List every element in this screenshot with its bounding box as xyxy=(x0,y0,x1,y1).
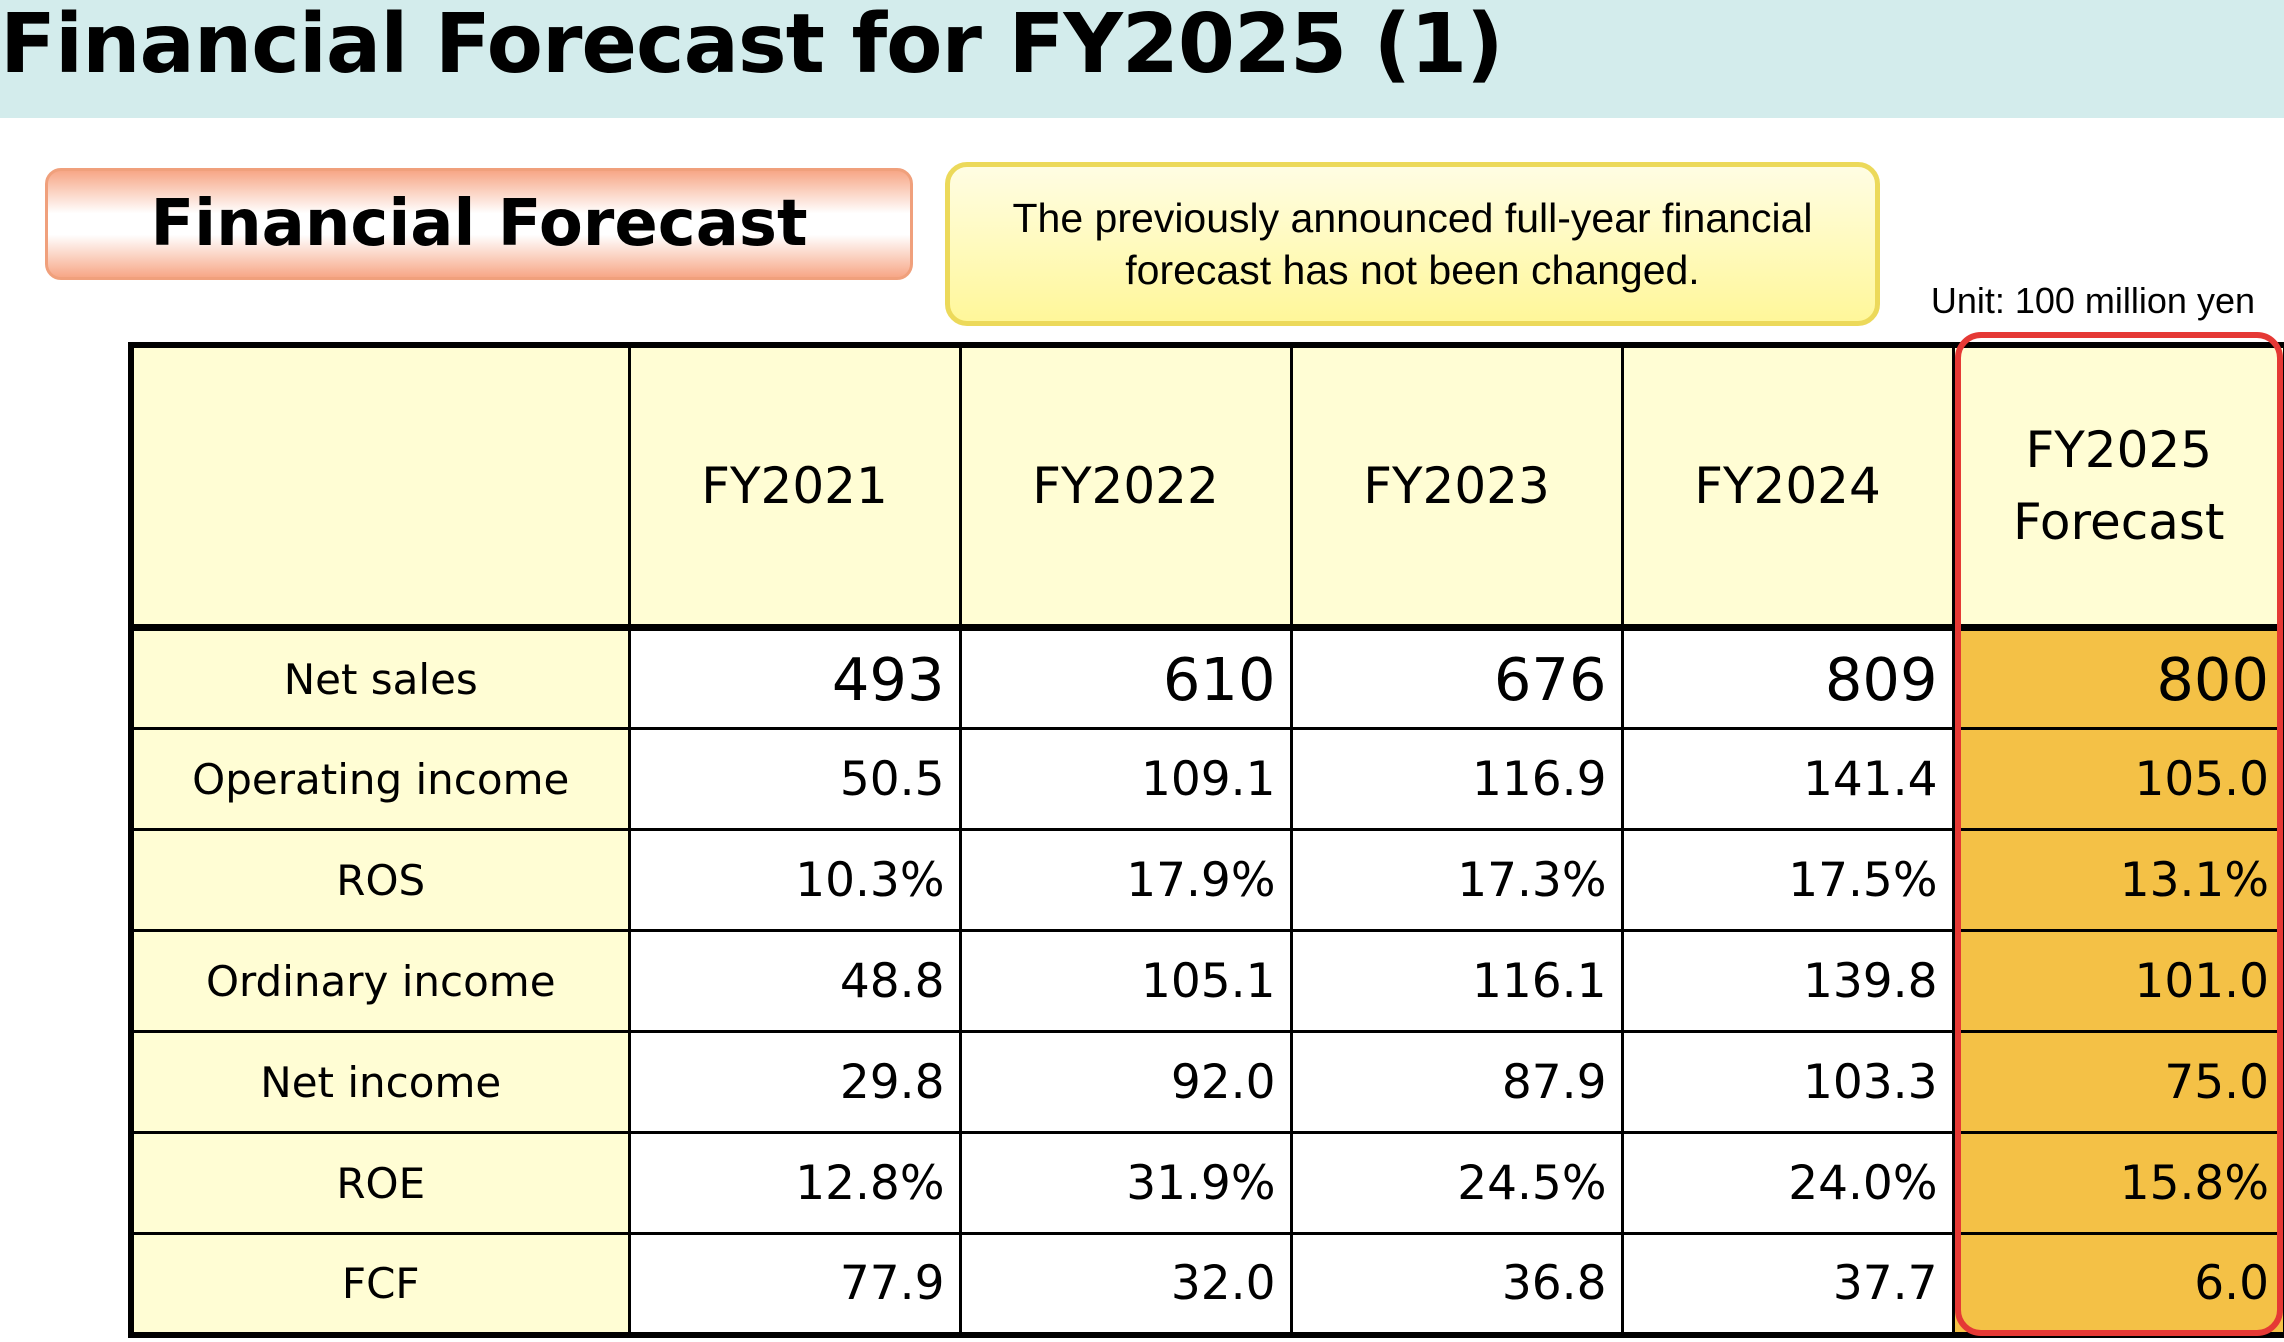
header-fy2024: FY2024 xyxy=(1620,343,1955,631)
table-row: FCF 77.9 32.0 36.8 37.7 6.0 xyxy=(129,1232,2284,1336)
table-cell: 48.8 xyxy=(627,929,962,1033)
table-row: ROS 10.3% 17.9% 17.3% 17.5% 13.1% xyxy=(129,828,2284,932)
table-cell: 32.0 xyxy=(958,1232,1293,1336)
header-fy2021: FY2021 xyxy=(627,343,962,631)
header-corner-cell xyxy=(129,343,631,631)
table-cell: 103.3 xyxy=(1620,1030,1955,1134)
table-cell: 116.9 xyxy=(1289,727,1624,831)
forecast-cell: 15.8% xyxy=(1951,1131,2284,1235)
row-label: Net income xyxy=(129,1030,631,1134)
table-cell: 493 xyxy=(627,626,962,730)
header-forecast-word: Forecast xyxy=(2012,493,2225,551)
table-cell: 36.8 xyxy=(1289,1232,1624,1336)
table-cell: 87.9 xyxy=(1289,1030,1624,1134)
table-cell: 610 xyxy=(958,626,1293,730)
table-cell: 676 xyxy=(1289,626,1624,730)
table-cell: 17.5% xyxy=(1620,828,1955,932)
table-row: Ordinary income 48.8 105.1 116.1 139.8 1… xyxy=(129,929,2284,1033)
table-cell: 139.8 xyxy=(1620,929,1955,1033)
financial-table: FY2021 FY2022 FY2023 FY2024 FY2025 Forec… xyxy=(128,342,2284,1338)
table-cell: 105.1 xyxy=(958,929,1293,1033)
forecast-cell: 105.0 xyxy=(1951,727,2284,831)
header-row: FY2021 FY2022 FY2023 FY2024 FY2025 Forec… xyxy=(129,343,2284,631)
forecast-cell: 101.0 xyxy=(1951,929,2284,1033)
header-fy2023: FY2023 xyxy=(1289,343,1624,631)
header-fy2022: FY2022 xyxy=(958,343,1293,631)
page-title: Financial Forecast for FY2025 (1) xyxy=(0,0,1504,92)
table-cell: 24.5% xyxy=(1289,1131,1624,1235)
table-cell: 12.8% xyxy=(627,1131,962,1235)
forecast-cell: 6.0 xyxy=(1951,1232,2284,1336)
row-label: Operating income xyxy=(129,727,631,831)
table-row: ROE 12.8% 31.9% 24.5% 24.0% 15.8% xyxy=(129,1131,2284,1235)
section-label: Financial Forecast xyxy=(45,168,913,280)
table-row: Net sales 493 610 676 809 800 xyxy=(129,626,2284,730)
table-cell: 77.9 xyxy=(627,1232,962,1336)
table-cell: 809 xyxy=(1620,626,1955,730)
row-label: Ordinary income xyxy=(129,929,631,1033)
forecast-cell: 75.0 xyxy=(1951,1030,2284,1134)
table-cell: 37.7 xyxy=(1620,1232,1955,1336)
table-cell: 17.9% xyxy=(958,828,1293,932)
row-label: FCF xyxy=(129,1232,631,1336)
row-label: ROE xyxy=(129,1131,631,1235)
row-label: Net sales xyxy=(129,626,631,730)
table-cell: 17.3% xyxy=(1289,828,1624,932)
table-cell: 116.1 xyxy=(1289,929,1624,1033)
table-cell: 109.1 xyxy=(958,727,1293,831)
table-cell: 92.0 xyxy=(958,1030,1293,1134)
table-row: Net income 29.8 92.0 87.9 103.3 75.0 xyxy=(129,1030,2284,1134)
table-cell: 10.3% xyxy=(627,828,962,932)
header-forecast-year: FY2025 xyxy=(2025,421,2213,479)
forecast-cell: 13.1% xyxy=(1951,828,2284,932)
table-cell: 141.4 xyxy=(1620,727,1955,831)
table-cell: 31.9% xyxy=(958,1131,1293,1235)
table-cell: 50.5 xyxy=(627,727,962,831)
table-cell: 24.0% xyxy=(1620,1131,1955,1235)
forecast-cell: 800 xyxy=(1951,626,2284,730)
notice-text: The previously announced full-year finan… xyxy=(1012,195,1813,293)
unit-label: Unit: 100 million yen xyxy=(1930,280,2255,321)
header-fy2025-forecast: FY2025 Forecast xyxy=(1951,343,2284,631)
row-label: ROS xyxy=(129,828,631,932)
table-cell: 29.8 xyxy=(627,1030,962,1134)
notice-box: The previously announced full-year finan… xyxy=(945,162,1880,326)
title-band xyxy=(0,0,2284,118)
table-row: Operating income 50.5 109.1 116.9 141.4 … xyxy=(129,727,2284,831)
